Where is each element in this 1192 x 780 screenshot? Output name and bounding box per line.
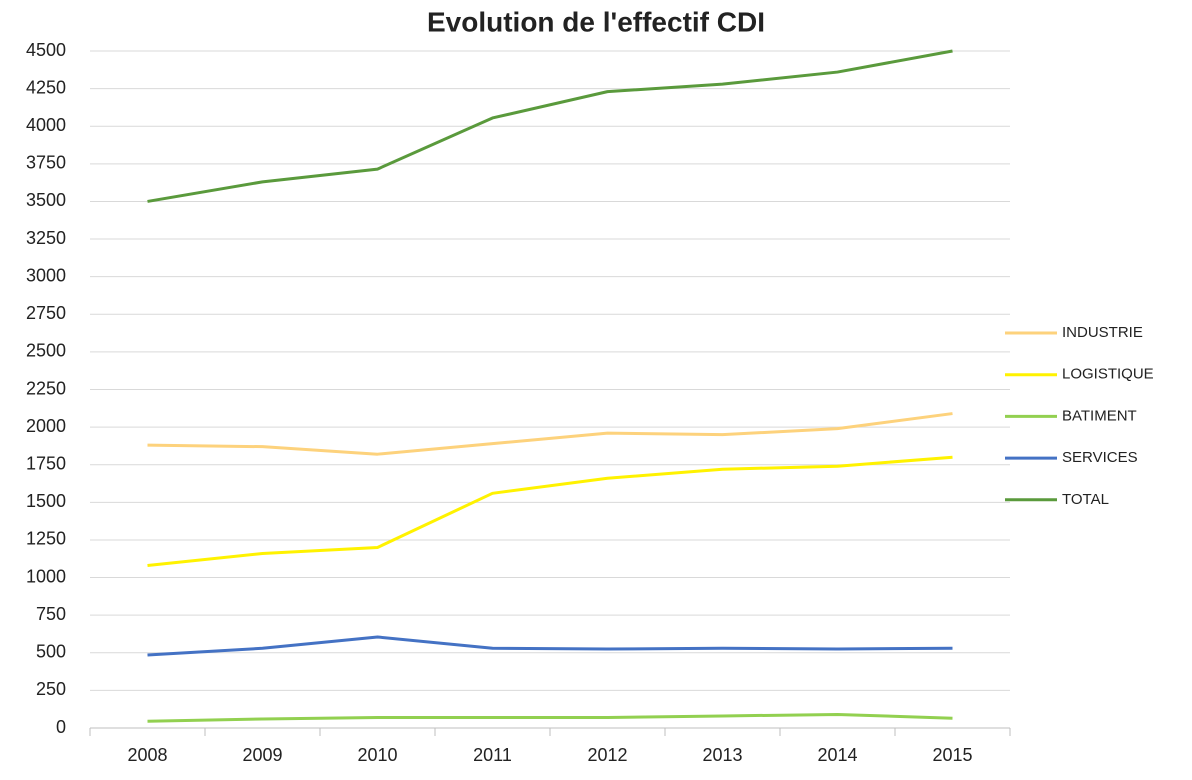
legend-text: BATIMENT: [1062, 407, 1137, 424]
legend-text: INDUSTRIE: [1062, 324, 1143, 341]
x-tick-label: 2011: [473, 745, 512, 765]
series-line: [147, 412, 953, 456]
y-tick-label: 4500: [26, 40, 66, 60]
x-tick-label: 2014: [817, 745, 857, 765]
y-tick-label: 3250: [26, 228, 66, 248]
y-tick-label: 1750: [26, 453, 66, 473]
y-tick-label: 500: [36, 642, 66, 662]
x-tick-label: 2013: [702, 745, 742, 765]
legend-text: TOTAL: [1062, 491, 1109, 508]
y-tick-label: 3000: [26, 265, 66, 285]
legend-text: SERVICES: [1062, 449, 1138, 466]
y-tick-label: 1250: [26, 529, 66, 549]
y-tick-label: 3750: [26, 153, 66, 173]
y-tick-label: 1500: [26, 491, 66, 511]
y-tick-label: 0: [56, 717, 66, 737]
y-tick-label: 2750: [26, 303, 66, 323]
legend-text: LOGISTIQUE: [1062, 366, 1154, 383]
x-tick-label: 2015: [932, 745, 972, 765]
x-tick-label: 2010: [357, 745, 397, 765]
y-tick-label: 3500: [26, 190, 66, 210]
y-tick-label: 250: [36, 679, 66, 699]
y-tick-label: 2500: [26, 341, 66, 361]
x-tick-label: 2012: [587, 745, 627, 765]
x-tick-label: 2009: [242, 745, 282, 765]
series-line: [147, 49, 953, 203]
y-tick-label: 4250: [26, 77, 66, 97]
series-line: [147, 455, 953, 568]
y-tick-label: 4000: [26, 115, 66, 135]
y-tick-label: 2000: [26, 416, 66, 436]
y-tick-label: 1000: [26, 566, 66, 586]
series-line: [147, 635, 953, 657]
y-tick-label: 2250: [26, 378, 66, 398]
y-tick-label: 750: [36, 604, 66, 624]
chart-title: Evolution de l'effectif CDI: [427, 6, 765, 37]
x-tick-label: 2008: [127, 745, 167, 765]
series-line: [147, 712, 953, 723]
